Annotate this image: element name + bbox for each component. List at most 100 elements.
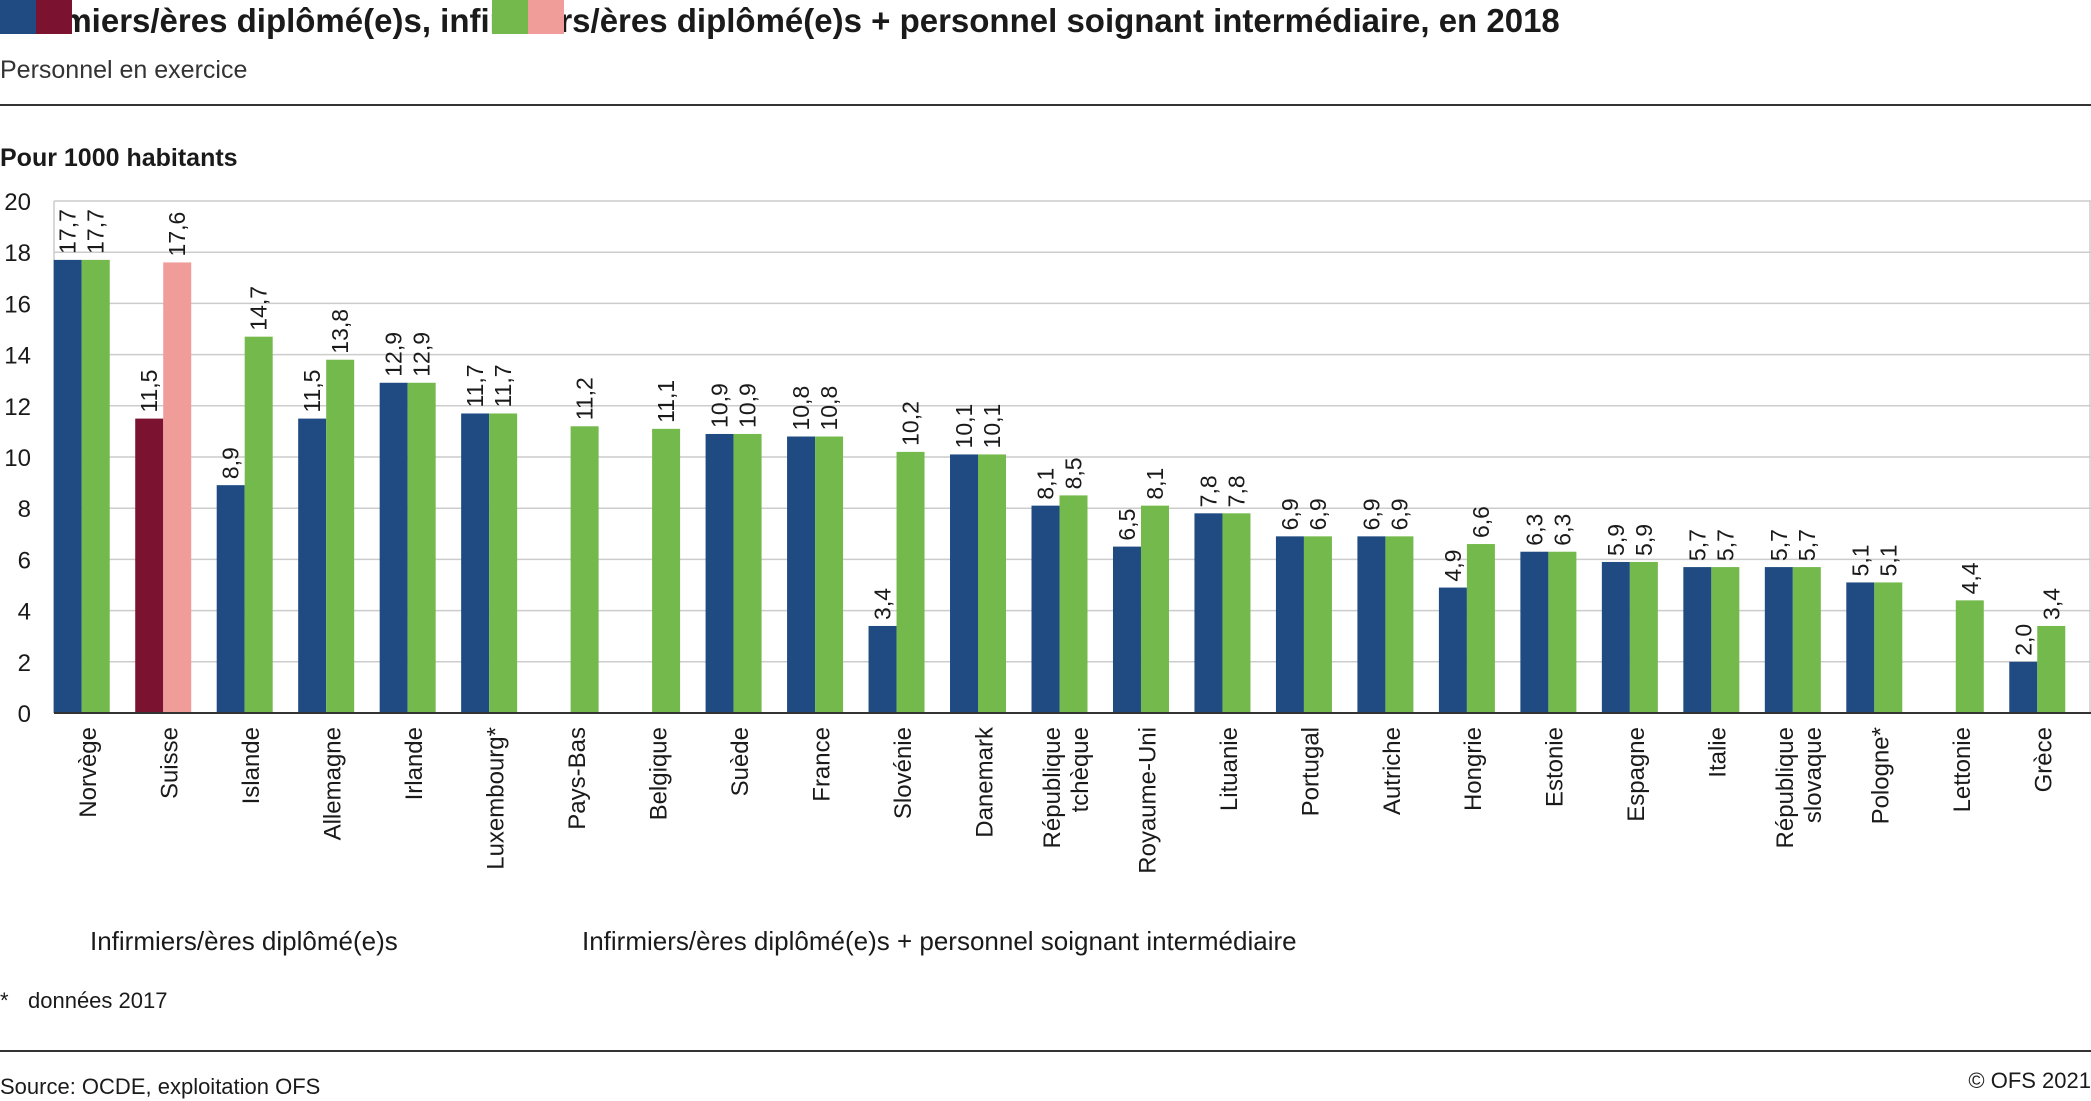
data-label-series2: 5,9 bbox=[1631, 524, 1657, 556]
bar-series1 bbox=[705, 433, 734, 713]
data-label-series2: 11,7 bbox=[490, 364, 516, 407]
bar-series1 bbox=[950, 454, 979, 713]
x-tick-label: Autriche bbox=[1379, 727, 1406, 815]
bar-series1 bbox=[53, 259, 82, 713]
y-tick-label: 18 bbox=[4, 240, 31, 267]
footnote-text: données 2017 bbox=[28, 988, 168, 1013]
data-label-series1: 12,9 bbox=[381, 332, 407, 377]
data-label-series2: 7,8 bbox=[1223, 475, 1249, 507]
y-tick-label: 4 bbox=[18, 599, 31, 626]
y-tick-label: 14 bbox=[4, 343, 31, 370]
data-label-series2: 17,6 bbox=[164, 212, 190, 257]
y-tick-label: 8 bbox=[18, 496, 31, 523]
x-tick-label: Belgique bbox=[645, 727, 672, 820]
copyright-text: © OFS 2021 bbox=[1968, 1068, 2091, 1093]
bar-series2 bbox=[244, 336, 273, 713]
data-label-series1: 6,9 bbox=[1277, 498, 1303, 530]
bar-series1 bbox=[1275, 536, 1304, 713]
y-tick-label: 12 bbox=[4, 394, 31, 421]
data-label-series1: 11,5 bbox=[299, 370, 325, 413]
x-tick-label: Espagne bbox=[1623, 727, 1650, 822]
data-label-series2: 10,9 bbox=[735, 383, 761, 428]
data-label-series2: 12,9 bbox=[409, 332, 435, 377]
x-tick-label: tchèque bbox=[1067, 727, 1094, 812]
bar-series1 bbox=[1846, 582, 1875, 713]
bar-series2 bbox=[489, 413, 518, 713]
data-label-series2: 6,9 bbox=[1386, 498, 1412, 530]
bar-series2 bbox=[2037, 625, 2066, 713]
data-label-series1: 11,7 bbox=[462, 364, 488, 407]
data-label-series1: 5,7 bbox=[1684, 529, 1710, 561]
bar-series2 bbox=[1792, 567, 1821, 713]
data-label-series2: 10,2 bbox=[898, 401, 924, 446]
bar-series1 bbox=[1520, 551, 1549, 713]
bar-series2 bbox=[1385, 536, 1414, 713]
bar-series2 bbox=[733, 433, 762, 713]
bar-series1 bbox=[379, 382, 408, 713]
x-tick-label: Danemark bbox=[971, 726, 998, 838]
bar-series2 bbox=[1059, 495, 1088, 713]
footnote-marker: * bbox=[0, 988, 9, 1013]
data-label-series1: 5,9 bbox=[1603, 524, 1629, 556]
data-label-series2: 6,6 bbox=[1468, 506, 1494, 538]
data-label-series1: 2,0 bbox=[2010, 624, 2036, 656]
data-label-series2: 14,7 bbox=[246, 286, 272, 331]
data-label-series2: 5,7 bbox=[1794, 529, 1820, 561]
x-tick-label: Grèce bbox=[2031, 727, 2058, 792]
data-label-series2: 17,7 bbox=[83, 209, 109, 254]
x-tick-label: Hongrie bbox=[1460, 727, 1487, 811]
bar-series2 bbox=[1466, 544, 1495, 713]
data-label-series2: 5,7 bbox=[1712, 529, 1738, 561]
bar-series1 bbox=[216, 485, 245, 713]
x-tick-label: Portugal bbox=[1297, 727, 1324, 816]
x-tick-label: slovaque bbox=[1800, 727, 1827, 823]
x-tick-label: France bbox=[808, 727, 835, 802]
data-label-series2: 8,1 bbox=[1142, 468, 1168, 500]
data-label-series1: 11,5 bbox=[136, 370, 162, 413]
data-label-series2: 11,2 bbox=[572, 377, 598, 420]
bar-series1 bbox=[135, 418, 164, 713]
bar-series1 bbox=[2009, 661, 2038, 713]
x-tick-label: Norvège bbox=[75, 727, 102, 818]
x-tick-label: Allemagne bbox=[320, 727, 347, 840]
x-tick-label: Suède bbox=[727, 727, 754, 796]
data-label-series1: 17,7 bbox=[55, 209, 81, 254]
data-label-series1: 8,9 bbox=[218, 447, 244, 479]
data-label-series1: 10,1 bbox=[951, 404, 977, 449]
x-tick-label: Estonie bbox=[1542, 727, 1569, 807]
bar-series2 bbox=[1303, 536, 1332, 713]
data-label-series2: 4,4 bbox=[1957, 562, 1983, 594]
bar-series1 bbox=[1438, 587, 1467, 713]
x-tick-label: Irlande bbox=[401, 727, 428, 800]
source-text: Source: OCDE, exploitation OFS bbox=[0, 1074, 321, 1099]
chart-subtitle: Personnel en exercice bbox=[0, 56, 248, 84]
y-tick-label: 2 bbox=[18, 650, 31, 677]
bar-series1 bbox=[1764, 567, 1793, 713]
bar-series2 bbox=[1140, 505, 1169, 713]
bar-series2 bbox=[815, 436, 844, 713]
data-label-series2: 3,4 bbox=[2038, 588, 2064, 620]
bar-series1 bbox=[461, 413, 490, 713]
bar-series1 bbox=[298, 418, 327, 713]
data-label-series2: 10,8 bbox=[816, 386, 842, 431]
data-label-series2: 8,5 bbox=[1061, 457, 1087, 489]
data-label-series1: 6,9 bbox=[1358, 498, 1384, 530]
bar-series1 bbox=[1357, 536, 1386, 713]
bar-series2 bbox=[1711, 567, 1740, 713]
legend-swatch-series2-highlight bbox=[528, 0, 564, 34]
bar-series2 bbox=[570, 426, 599, 713]
data-label-series2: 5,1 bbox=[1875, 544, 1901, 576]
data-label-series1: 4,9 bbox=[1440, 550, 1466, 582]
legend-label-series1: Infirmiers/ères diplômé(e)s bbox=[90, 926, 398, 956]
data-label-series1: 10,9 bbox=[707, 383, 733, 428]
x-tick-label: Italie bbox=[1705, 727, 1732, 778]
bar-series1 bbox=[868, 625, 897, 713]
data-label-series2: 11,1 bbox=[653, 380, 679, 423]
legend-swatch-series1 bbox=[0, 0, 36, 34]
bar-series2 bbox=[1548, 551, 1577, 713]
x-tick-label: Pologne* bbox=[1868, 727, 1895, 824]
bar-series1 bbox=[787, 436, 816, 713]
bar-series1 bbox=[1031, 505, 1060, 713]
data-label-series1: 10,8 bbox=[788, 386, 814, 431]
data-label-series2: 10,1 bbox=[979, 404, 1005, 449]
